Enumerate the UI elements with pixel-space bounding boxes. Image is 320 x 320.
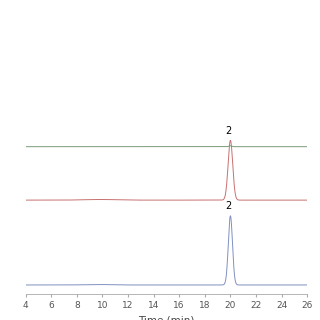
Text: 2: 2 [225, 201, 232, 211]
Text: 2: 2 [225, 126, 232, 136]
X-axis label: Time (min): Time (min) [138, 315, 195, 320]
